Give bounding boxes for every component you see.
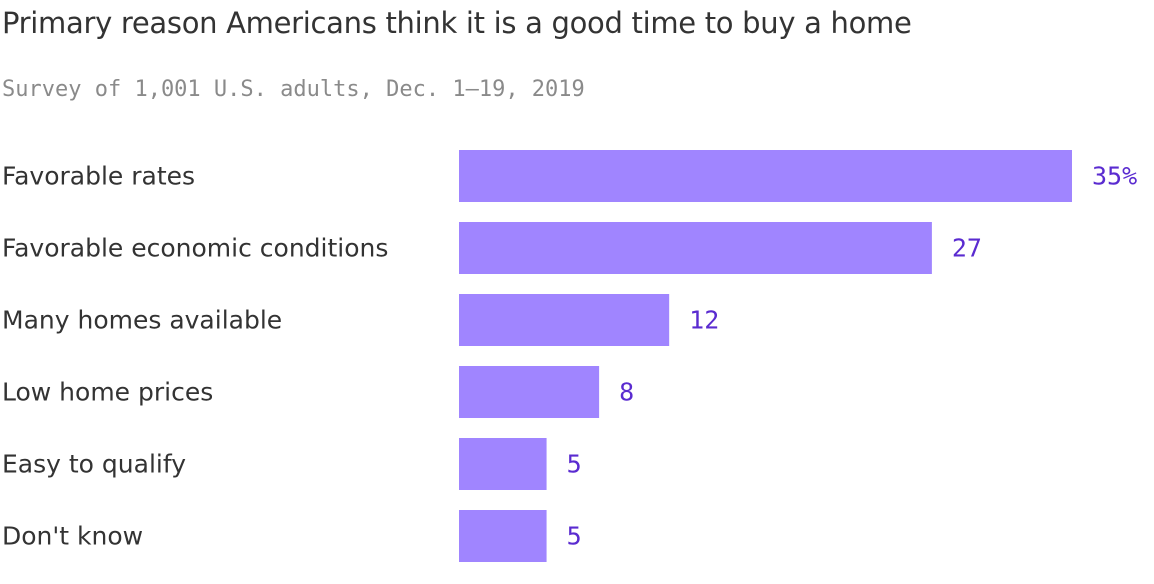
category-label: Don't know bbox=[2, 522, 143, 551]
category-label: Favorable economic conditions bbox=[2, 234, 388, 263]
bar bbox=[459, 366, 600, 418]
chart-subtitle: Survey of 1,001 U.S. adults, Dec. 1–19, … bbox=[2, 77, 585, 102]
bar bbox=[459, 150, 1072, 202]
value-label: 35% bbox=[1092, 162, 1137, 191]
value-label: 27 bbox=[952, 234, 982, 263]
bar bbox=[459, 294, 670, 346]
value-label: 5 bbox=[567, 450, 582, 479]
bar bbox=[459, 222, 932, 274]
category-label: Favorable rates bbox=[2, 162, 195, 191]
chart-title: Primary reason Americans think it is a g… bbox=[2, 6, 912, 40]
value-label: 12 bbox=[689, 306, 719, 335]
value-label: 8 bbox=[619, 378, 634, 407]
bar bbox=[459, 510, 547, 562]
bar bbox=[459, 438, 547, 490]
category-label: Many homes available bbox=[2, 306, 282, 335]
value-label: 5 bbox=[567, 522, 582, 551]
category-label: Low home prices bbox=[2, 378, 213, 407]
category-label: Easy to qualify bbox=[2, 450, 186, 479]
